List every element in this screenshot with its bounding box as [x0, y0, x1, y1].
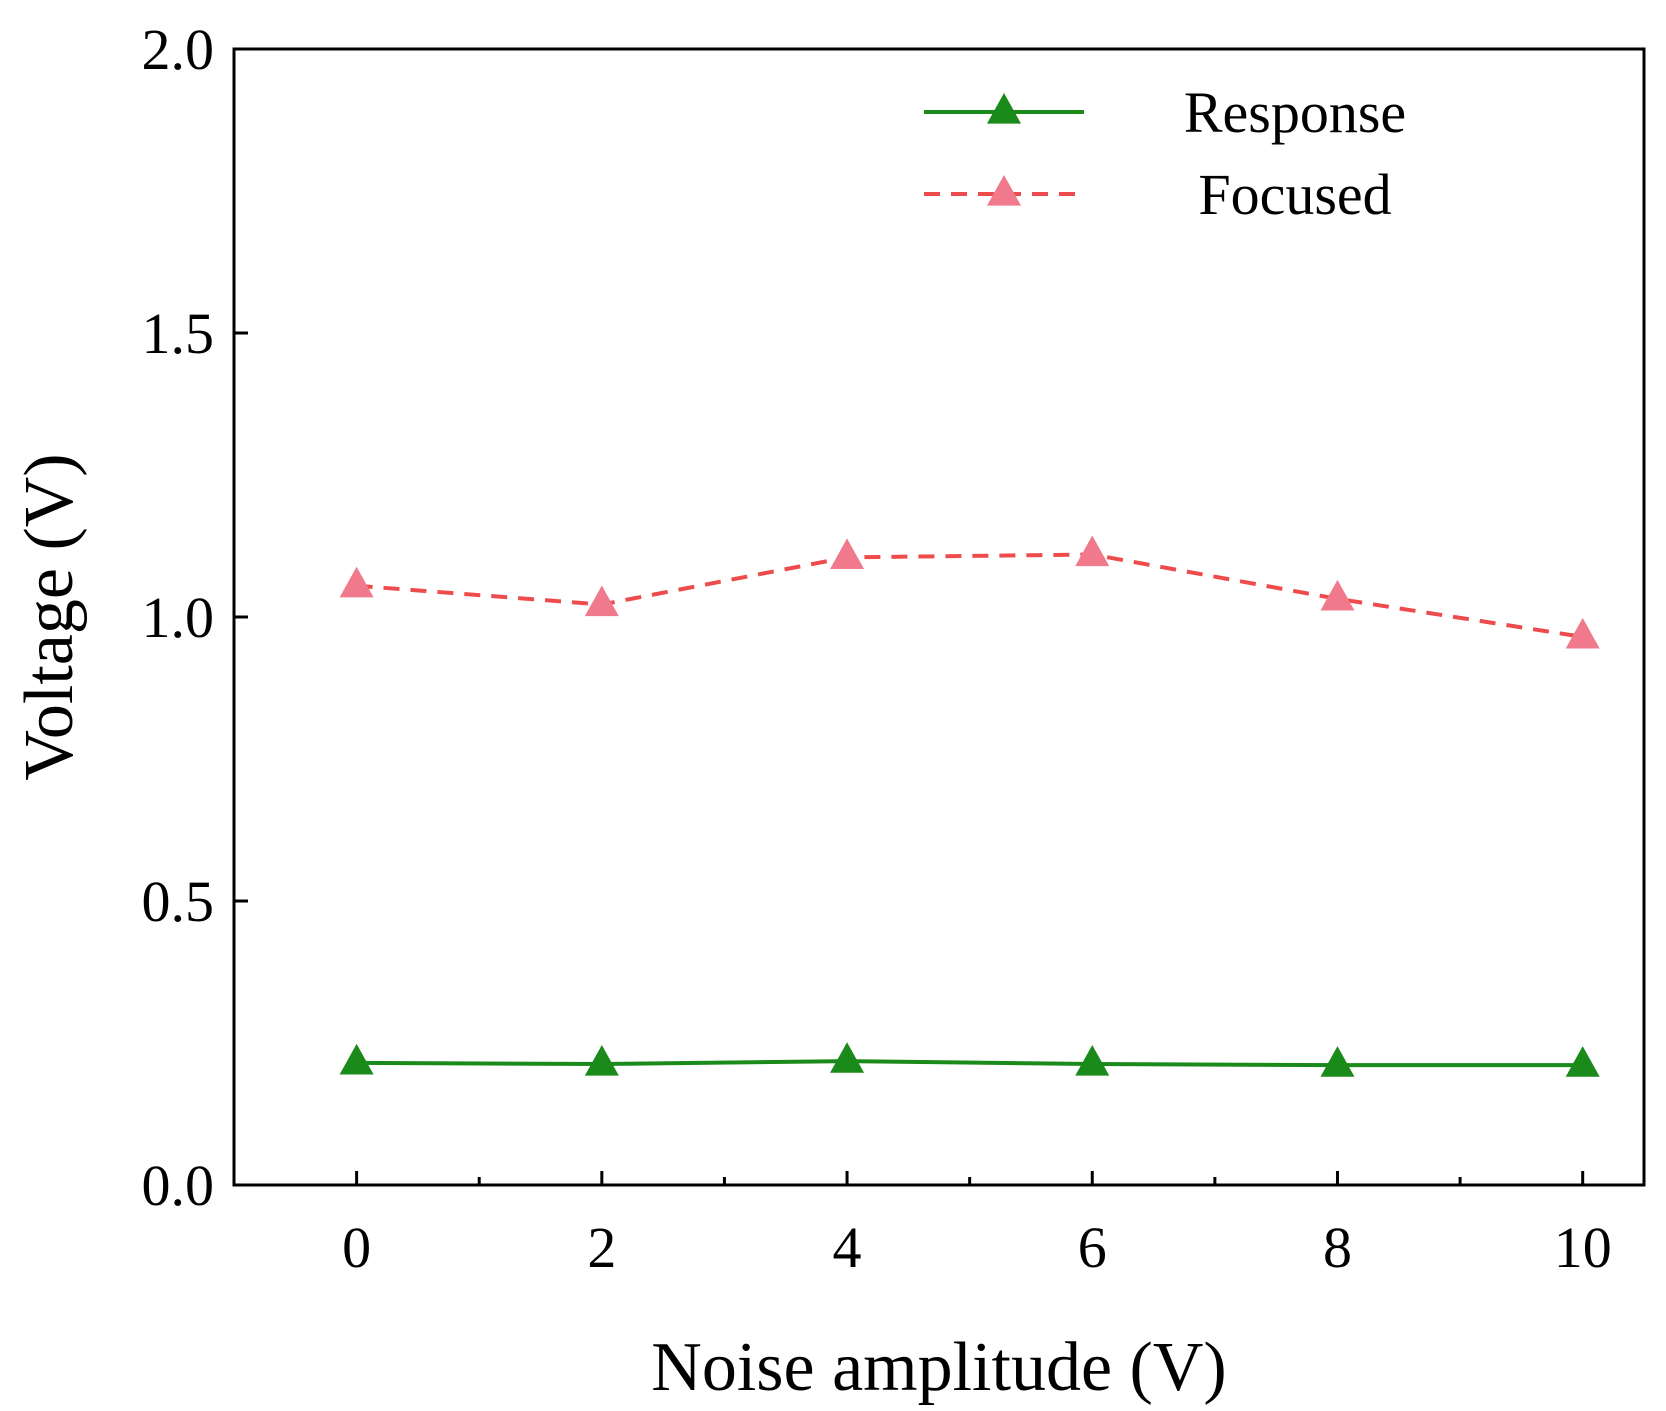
data-point-response [584, 1045, 619, 1076]
y-tick-label: 2.0 [142, 17, 215, 82]
legend-marker-response [987, 93, 1021, 124]
legend-label-focused: Focused [1198, 162, 1391, 227]
legend-marker-focused [987, 175, 1021, 206]
data-point-response [830, 1042, 865, 1073]
legend-label-response: Response [1184, 80, 1406, 145]
x-axis-title: Noise amplitude (V) [651, 1329, 1226, 1406]
data-point-focused [339, 566, 374, 598]
y-tick-label: 0.0 [142, 1153, 215, 1218]
data-point-focused [584, 585, 619, 617]
y-tick-label: 1.0 [142, 585, 215, 650]
data-point-response [1565, 1046, 1600, 1077]
series-line-focused [356, 552, 1584, 639]
x-tick-label: 10 [1554, 1215, 1612, 1280]
x-tick-label: 8 [1323, 1215, 1352, 1280]
x-tick-label: 4 [833, 1215, 862, 1280]
data-point-focused [830, 538, 865, 569]
x-tick-label: 2 [587, 1215, 616, 1280]
y-tick-label: 0.5 [142, 869, 215, 934]
y-tick-label: 1.5 [142, 301, 215, 366]
series-line-response [356, 1059, 1583, 1068]
x-tick-label: 0 [342, 1215, 371, 1280]
data-point-focused [1565, 617, 1600, 649]
data-point-response [1075, 1045, 1110, 1076]
y-axis-title: Voltage (V) [11, 453, 88, 780]
data-point-focused [1075, 535, 1110, 567]
data-point-focused [1320, 579, 1355, 611]
data-point-response [1320, 1046, 1355, 1077]
x-tick-label: 6 [1078, 1215, 1107, 1280]
data-point-response [339, 1043, 374, 1075]
plot-frame [232, 47, 1646, 1187]
